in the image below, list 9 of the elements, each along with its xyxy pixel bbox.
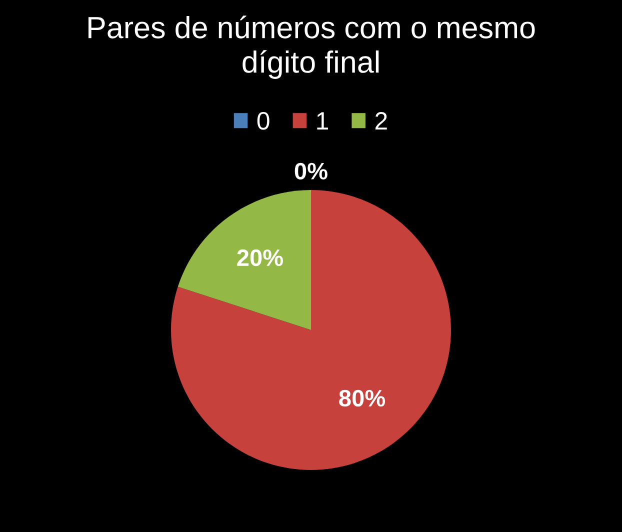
legend-label: 1 <box>317 112 328 130</box>
data-label: 20% <box>237 249 283 266</box>
data-label: 80% <box>339 390 386 407</box>
chart-title: Pares de números com o mesmo dígito final <box>88 16 535 79</box>
legend-label: 0 <box>257 112 270 130</box>
legend-label: 2 <box>375 112 387 130</box>
pie-slice <box>178 190 311 330</box>
pie-slice <box>171 190 451 470</box>
text: 0% <box>294 162 328 180</box>
